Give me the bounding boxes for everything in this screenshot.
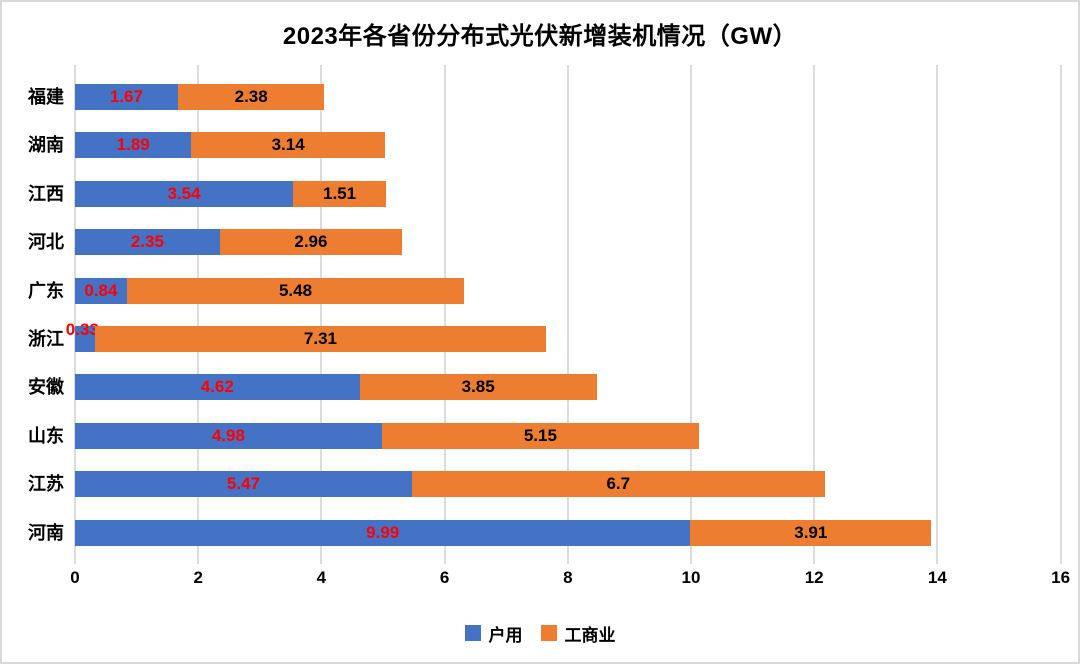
category-label: 江西 bbox=[28, 183, 64, 204]
x-axis-tick-label: 16 bbox=[1051, 568, 1071, 587]
bar-segment-commercial bbox=[177, 84, 325, 110]
x-axis-tick-label: 6 bbox=[439, 568, 450, 587]
value-label-residential: 2.35 bbox=[130, 232, 164, 252]
gridline bbox=[443, 65, 446, 564]
value-label-residential: 0.33 bbox=[65, 320, 99, 339]
category-label: 河南 bbox=[28, 522, 64, 543]
value-label-residential: 1.89 bbox=[116, 135, 150, 155]
legend-label: 工商业 bbox=[564, 625, 616, 645]
bar-segment-residential bbox=[75, 277, 127, 304]
bar-segment-residential bbox=[75, 84, 178, 110]
bar-segment-residential bbox=[75, 422, 382, 449]
value-label-commercial: 6.7 bbox=[606, 474, 631, 494]
bar-segment-commercial bbox=[191, 132, 385, 159]
value-label-commercial: 3.91 bbox=[794, 522, 828, 542]
gridline bbox=[690, 65, 692, 564]
bar-segment-residential bbox=[75, 229, 220, 256]
value-label-commercial: 5.48 bbox=[278, 280, 313, 300]
legend-item: 工商业 bbox=[540, 621, 616, 646]
x-axis-tick-label: 10 bbox=[681, 568, 701, 587]
value-label-residential: 4.98 bbox=[211, 425, 245, 445]
x-axis-tick-label: 2 bbox=[193, 568, 203, 587]
category-label: 浙江 bbox=[28, 329, 64, 349]
legend-label: 户用 bbox=[488, 625, 523, 645]
value-label-commercial: 5.15 bbox=[523, 425, 557, 445]
legend-swatch-icon bbox=[464, 625, 481, 641]
gridline bbox=[813, 65, 816, 564]
x-axis-tick-label: 8 bbox=[563, 568, 573, 587]
bar-segment-residential bbox=[75, 519, 691, 546]
gridline bbox=[197, 65, 200, 564]
value-label-commercial: 3.85 bbox=[461, 377, 495, 397]
bar-segment-residential bbox=[75, 326, 96, 352]
value-label-residential: 3.54 bbox=[167, 183, 201, 203]
category-label: 江苏 bbox=[28, 474, 64, 495]
value-label-commercial: 3.14 bbox=[271, 135, 305, 155]
bar-segment-residential bbox=[75, 180, 294, 207]
x-axis-tick-label: 12 bbox=[804, 568, 824, 587]
bar-segment-residential bbox=[75, 132, 192, 159]
gridline bbox=[936, 65, 939, 564]
category-label: 安徽 bbox=[28, 377, 64, 398]
bar-segment-commercial bbox=[411, 471, 825, 498]
category-label: 福建 bbox=[28, 87, 64, 107]
bar-segment-commercial bbox=[95, 326, 546, 352]
category-label: 河北 bbox=[28, 232, 64, 253]
bar-segment-commercial bbox=[126, 277, 465, 304]
legend-item: 户用 bbox=[464, 621, 523, 646]
category-label: 山东 bbox=[28, 425, 64, 446]
value-label-commercial: 2.38 bbox=[234, 87, 268, 106]
gridline bbox=[1059, 65, 1062, 564]
x-axis-tick-label: 14 bbox=[927, 568, 947, 587]
bar-segment-residential bbox=[75, 374, 360, 401]
gridline bbox=[320, 65, 323, 564]
value-label-commercial: 7.31 bbox=[303, 329, 337, 348]
bar-segment-commercial bbox=[219, 229, 403, 256]
legend: 户用 工商业 bbox=[2, 620, 1078, 646]
x-axis-tick-label: 0 bbox=[70, 568, 80, 587]
bar-segment-commercial bbox=[293, 180, 387, 207]
value-label-commercial: 1.51 bbox=[323, 183, 357, 203]
value-label-commercial: 2.96 bbox=[294, 232, 328, 252]
bar-segment-commercial bbox=[690, 519, 932, 546]
value-label-residential: 5.47 bbox=[226, 474, 261, 494]
value-label-residential: 4.62 bbox=[200, 377, 234, 397]
bar-segment-residential bbox=[75, 471, 412, 498]
chart-title: 2023年各省份分布式光伏新增装机情况（GW） bbox=[282, 23, 798, 50]
value-label-residential: 9.99 bbox=[366, 522, 400, 542]
gridline bbox=[566, 65, 569, 564]
legend-swatch-icon bbox=[540, 625, 557, 641]
bar-segment-commercial bbox=[359, 374, 597, 401]
x-axis-tick-label: 4 bbox=[316, 568, 327, 587]
category-label: 广东 bbox=[28, 280, 64, 301]
value-label-residential: 0.84 bbox=[84, 280, 118, 300]
gridline bbox=[74, 65, 76, 564]
value-label-residential: 1.67 bbox=[109, 87, 143, 106]
category-label: 湖南 bbox=[28, 135, 64, 156]
bar-segment-commercial bbox=[381, 422, 699, 449]
